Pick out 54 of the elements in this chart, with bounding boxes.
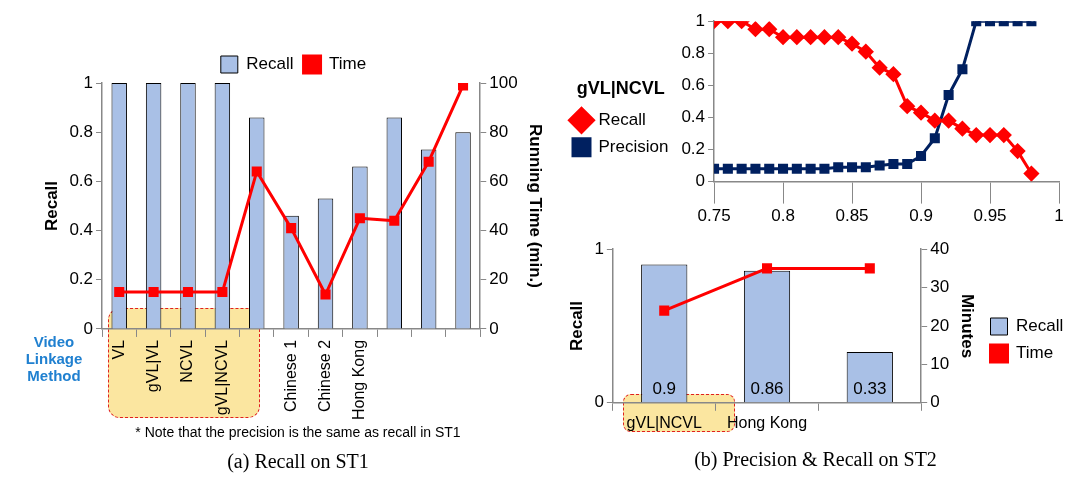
y-tick-label: 0.4 <box>681 107 706 127</box>
x-tick-label: 0.95 <box>973 206 1007 226</box>
y2-tick-label: 10 <box>930 354 950 374</box>
legend-label: Precision <box>598 136 669 156</box>
text: Video Linkage Method <box>25 333 83 384</box>
y2-tick-label: 30 <box>930 277 950 297</box>
text: (a) Recall on ST1 <box>226 450 370 473</box>
data-label: 0.86 <box>750 379 784 399</box>
y-axis-title: Recall <box>41 180 61 232</box>
y-tick-label: 1 <box>83 72 94 92</box>
x-tick-label: VL <box>109 339 127 360</box>
y-tick-label: 0 <box>83 318 94 338</box>
y-tick-label: 0.8 <box>69 121 94 141</box>
y-tick-label: 0.4 <box>69 220 94 240</box>
x-tick-label: 1 <box>1054 206 1064 226</box>
y-axis-title: Recall <box>566 300 586 352</box>
y2-tick-label: 0 <box>930 392 940 412</box>
x-tick-label: gVL|NCVL <box>212 339 230 416</box>
y2-tick-label: 20 <box>930 315 950 335</box>
y2-tick-label: 40 <box>930 238 950 258</box>
y2-tick-label: 40 <box>489 220 509 240</box>
x-tick-label: Hong Kong <box>726 413 808 431</box>
y2-axis-title: Minutes <box>957 293 977 359</box>
legend-title: gVL|NCVL <box>576 78 665 99</box>
y-tick-label: 0.8 <box>681 42 706 62</box>
text: (b) Precision & Recall on ST2 <box>693 448 938 471</box>
y2-tick-label: 20 <box>489 269 509 289</box>
y2-tick-label: 60 <box>489 171 509 191</box>
legend-label: Recall <box>598 109 646 129</box>
legend-label: Time <box>1016 343 1054 363</box>
x-tick-label: 0.8 <box>771 206 795 226</box>
text: * Note that the precision is the same as recall in ST1 <box>134 424 462 440</box>
y2-tick-label: 100 <box>489 72 518 92</box>
y2-tick-label: 0 <box>489 318 499 338</box>
y-tick-label: 0.6 <box>681 75 706 95</box>
legend-label: Time <box>329 54 367 74</box>
x-tick-label: Chinese 1 <box>281 339 299 412</box>
x-tick-label: 0.75 <box>697 206 731 226</box>
x-tick-label: NCVL <box>178 339 196 383</box>
x-tick-label: 0.85 <box>835 206 869 226</box>
legend-label: Recall <box>1016 316 1064 336</box>
data-label: 0.33 <box>853 379 887 399</box>
x-tick-label: 0.9 <box>909 206 933 226</box>
x-tick-label: gVL|VL <box>144 339 162 393</box>
x-tick-label: Hong Kong <box>350 339 368 420</box>
y2-tick-label: 80 <box>489 121 509 141</box>
y-tick-label: 0.6 <box>69 171 94 191</box>
legend-label: Recall <box>246 54 294 74</box>
y-tick-label: 0.2 <box>69 269 94 289</box>
y2-axis-title: Running Time (min.) <box>526 123 546 288</box>
y-tick-label: 1 <box>695 10 706 30</box>
y-tick-label: 0 <box>695 171 706 191</box>
y-tick-label: 0.2 <box>681 139 706 159</box>
x-tick-label: Chinese 2 <box>315 339 333 412</box>
